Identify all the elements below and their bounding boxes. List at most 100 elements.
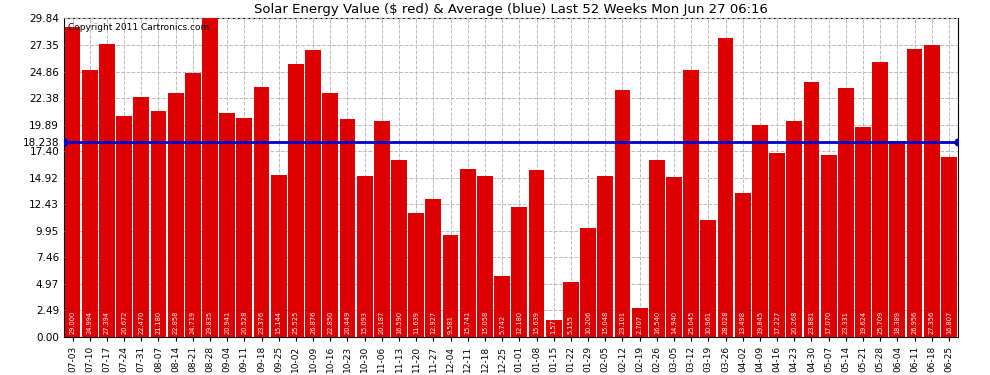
Text: 10.206: 10.206 — [585, 310, 591, 334]
Bar — [271, 175, 287, 337]
Text: 9.581: 9.581 — [447, 315, 453, 334]
Text: 18.389: 18.389 — [894, 311, 900, 334]
Bar — [185, 73, 201, 337]
Bar — [426, 199, 442, 337]
Bar — [356, 176, 372, 337]
Text: 13.498: 13.498 — [740, 311, 745, 334]
Bar — [872, 63, 888, 337]
Text: 17.070: 17.070 — [826, 310, 832, 334]
Bar — [648, 160, 664, 337]
Text: 12.927: 12.927 — [431, 310, 437, 334]
Text: 15.741: 15.741 — [464, 310, 471, 334]
Text: 12.180: 12.180 — [517, 310, 523, 334]
Bar — [563, 282, 579, 337]
Bar — [477, 176, 493, 337]
Text: 20.187: 20.187 — [379, 310, 385, 334]
Text: 26.956: 26.956 — [912, 310, 918, 334]
Bar — [529, 170, 545, 337]
Bar — [907, 49, 923, 337]
Text: 20.941: 20.941 — [224, 310, 231, 334]
Bar — [305, 50, 321, 337]
Bar — [512, 207, 528, 337]
Text: 20.268: 20.268 — [791, 310, 797, 334]
Text: 17.227: 17.227 — [774, 310, 780, 334]
Text: 23.881: 23.881 — [809, 310, 815, 334]
Bar — [769, 153, 785, 337]
Text: 28.028: 28.028 — [723, 310, 729, 334]
Text: 23.376: 23.376 — [258, 310, 264, 334]
Text: 25.045: 25.045 — [688, 310, 694, 334]
Bar — [150, 111, 166, 337]
Text: 21.180: 21.180 — [155, 310, 161, 334]
Text: 16.540: 16.540 — [653, 310, 659, 334]
Bar — [804, 82, 820, 337]
Bar — [494, 276, 510, 337]
Bar — [288, 64, 304, 337]
Bar — [821, 154, 837, 337]
Text: 10.961: 10.961 — [705, 311, 712, 334]
Text: 20.528: 20.528 — [242, 310, 248, 334]
Text: 20.449: 20.449 — [345, 310, 350, 334]
Text: 24.994: 24.994 — [87, 310, 93, 334]
Bar — [219, 113, 235, 337]
Bar — [134, 97, 149, 337]
Bar — [838, 88, 853, 337]
Text: 22.470: 22.470 — [139, 310, 145, 334]
Bar — [786, 120, 802, 337]
Bar — [374, 122, 390, 337]
Text: 23.101: 23.101 — [620, 311, 626, 334]
Bar — [683, 69, 699, 337]
Text: 11.639: 11.639 — [413, 311, 419, 334]
Bar — [701, 220, 716, 337]
Text: 15.144: 15.144 — [276, 310, 282, 334]
Bar — [615, 90, 631, 337]
Text: 14.940: 14.940 — [671, 310, 677, 334]
Text: 22.850: 22.850 — [328, 310, 334, 334]
Title: Solar Energy Value ($ red) & Average (blue) Last 52 Weeks Mon Jun 27 06:16: Solar Energy Value ($ red) & Average (bl… — [253, 3, 767, 16]
Text: 16.590: 16.590 — [396, 310, 402, 334]
Bar — [391, 160, 407, 337]
Text: 29.000: 29.000 — [69, 310, 75, 334]
Text: 15.048: 15.048 — [602, 310, 608, 334]
Bar — [666, 177, 682, 337]
Bar — [82, 70, 98, 337]
Text: 25.709: 25.709 — [877, 310, 883, 334]
Text: Copyright 2011 Cartronics.com: Copyright 2011 Cartronics.com — [68, 23, 210, 32]
Text: 22.858: 22.858 — [172, 310, 178, 334]
Text: 26.876: 26.876 — [310, 310, 316, 334]
Bar — [460, 169, 475, 337]
Bar — [340, 118, 355, 337]
Bar — [167, 93, 183, 337]
Bar — [443, 235, 458, 337]
Bar — [941, 158, 956, 337]
Bar — [735, 193, 750, 337]
Bar — [253, 87, 269, 337]
Text: 15.639: 15.639 — [534, 311, 540, 334]
Text: 5.742: 5.742 — [499, 315, 505, 334]
Text: 1.577: 1.577 — [550, 315, 556, 334]
Bar — [597, 176, 613, 337]
Bar — [408, 213, 424, 337]
Text: 27.356: 27.356 — [929, 310, 935, 334]
Bar — [889, 141, 905, 337]
Bar — [545, 320, 561, 337]
Bar — [924, 45, 940, 337]
Text: 15.058: 15.058 — [482, 310, 488, 334]
Text: 23.331: 23.331 — [842, 311, 848, 334]
Bar — [718, 38, 734, 337]
Bar — [237, 118, 252, 337]
Bar — [580, 228, 596, 337]
Text: 15.093: 15.093 — [361, 311, 367, 334]
Text: 29.835: 29.835 — [207, 310, 213, 334]
Bar — [752, 125, 768, 337]
Bar — [202, 18, 218, 337]
Text: 16.807: 16.807 — [945, 310, 952, 334]
Text: 25.525: 25.525 — [293, 310, 299, 334]
Text: 24.719: 24.719 — [190, 310, 196, 334]
Text: 19.624: 19.624 — [860, 310, 866, 334]
Bar — [116, 116, 132, 337]
Text: 2.707: 2.707 — [637, 315, 643, 334]
Bar — [632, 308, 647, 337]
Text: 5.155: 5.155 — [568, 315, 574, 334]
Bar — [99, 45, 115, 337]
